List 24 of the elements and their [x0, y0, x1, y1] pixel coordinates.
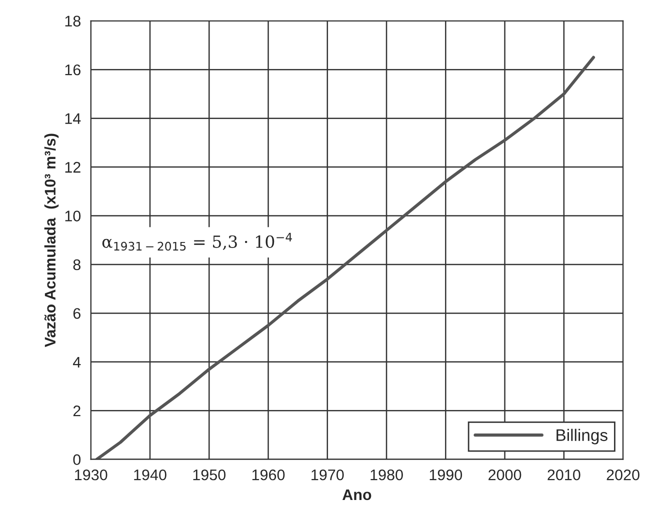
- y-tick-label: 14: [65, 113, 81, 124]
- y-tick-label: 18: [65, 16, 80, 27]
- y-tick-label: 12: [65, 162, 80, 173]
- x-tick-label: 2010: [548, 469, 580, 480]
- x-tick-label: 2000: [488, 469, 522, 480]
- x-tick-label: 1990: [430, 469, 462, 480]
- x-tick-label: 1940: [134, 469, 166, 480]
- y-tick-label: 8: [73, 259, 80, 270]
- y-tick-label: 0: [73, 454, 81, 466]
- x-tick-label: 1970: [312, 469, 344, 480]
- y-axis-title: Vazão Acumulada (x10³ m³/s): [44, 134, 59, 348]
- y-tick-label: 4: [72, 356, 81, 368]
- x-tick-label: 1980: [370, 469, 403, 480]
- x-tick-label: 1930: [75, 469, 108, 480]
- y-tick-label: 2: [73, 406, 80, 416]
- y-tick-label: 6: [73, 308, 80, 319]
- annotation: α$_{1931−2015}$ = 5,3 · 10$^{−4}$: [102, 232, 292, 251]
- y-tick-label: 16: [65, 64, 80, 76]
- x-tick-label: 2020: [606, 469, 640, 480]
- legend-label: Billings: [556, 428, 608, 444]
- y-tick-label: 10: [65, 210, 81, 222]
- x-axis-title: Ano: [342, 489, 372, 500]
- x-tick-label: 1960: [252, 469, 285, 480]
- x-tick-label: 1950: [193, 469, 226, 480]
